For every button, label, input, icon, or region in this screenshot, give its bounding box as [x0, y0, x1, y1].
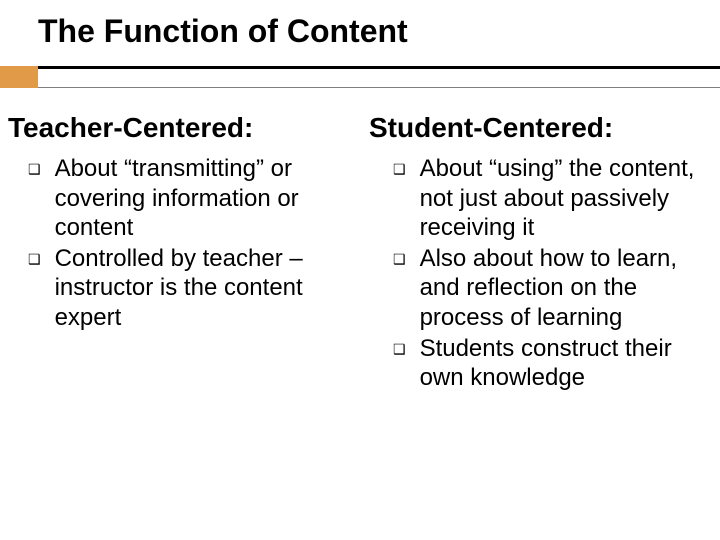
- list-item: ❑ About “transmitting” or covering infor…: [28, 154, 351, 242]
- bullet-text: Controlled by teacher – instructor is th…: [55, 244, 351, 332]
- title-area: The Function of Content: [0, 0, 720, 50]
- left-heading: Teacher-Centered:: [8, 112, 351, 144]
- list-item: ❑ Also about how to learn, and reflectio…: [393, 244, 706, 332]
- left-column: Teacher-Centered: ❑ About “transmitting”…: [8, 112, 351, 394]
- accent-block: [0, 66, 38, 88]
- right-list: ❑ About “using” the content, not just ab…: [363, 154, 706, 392]
- bullet-icon: ❑: [393, 334, 406, 364]
- list-item: ❑ Controlled by teacher – instructor is …: [28, 244, 351, 332]
- content-area: Teacher-Centered: ❑ About “transmitting”…: [0, 88, 720, 394]
- bullet-text: About “transmitting” or covering informa…: [55, 154, 351, 242]
- bullet-icon: ❑: [393, 154, 406, 184]
- right-column: Student-Centered: ❑ About “using” the co…: [363, 112, 706, 394]
- bullet-icon: ❑: [28, 244, 41, 274]
- bullet-text: About “using” the content, not just abou…: [420, 154, 706, 242]
- bullet-icon: ❑: [393, 244, 406, 274]
- left-list: ❑ About “transmitting” or covering infor…: [8, 154, 351, 332]
- accent-line: [38, 66, 720, 88]
- bullet-icon: ❑: [28, 154, 41, 184]
- right-heading: Student-Centered:: [363, 112, 706, 144]
- slide-title: The Function of Content: [38, 12, 720, 50]
- bullet-text: Also about how to learn, and reflection …: [420, 244, 706, 332]
- list-item: ❑ Students construct their own knowledge: [393, 334, 706, 393]
- accent-divider: [0, 66, 720, 88]
- bullet-text: Students construct their own knowledge: [420, 334, 706, 393]
- list-item: ❑ About “using” the content, not just ab…: [393, 154, 706, 242]
